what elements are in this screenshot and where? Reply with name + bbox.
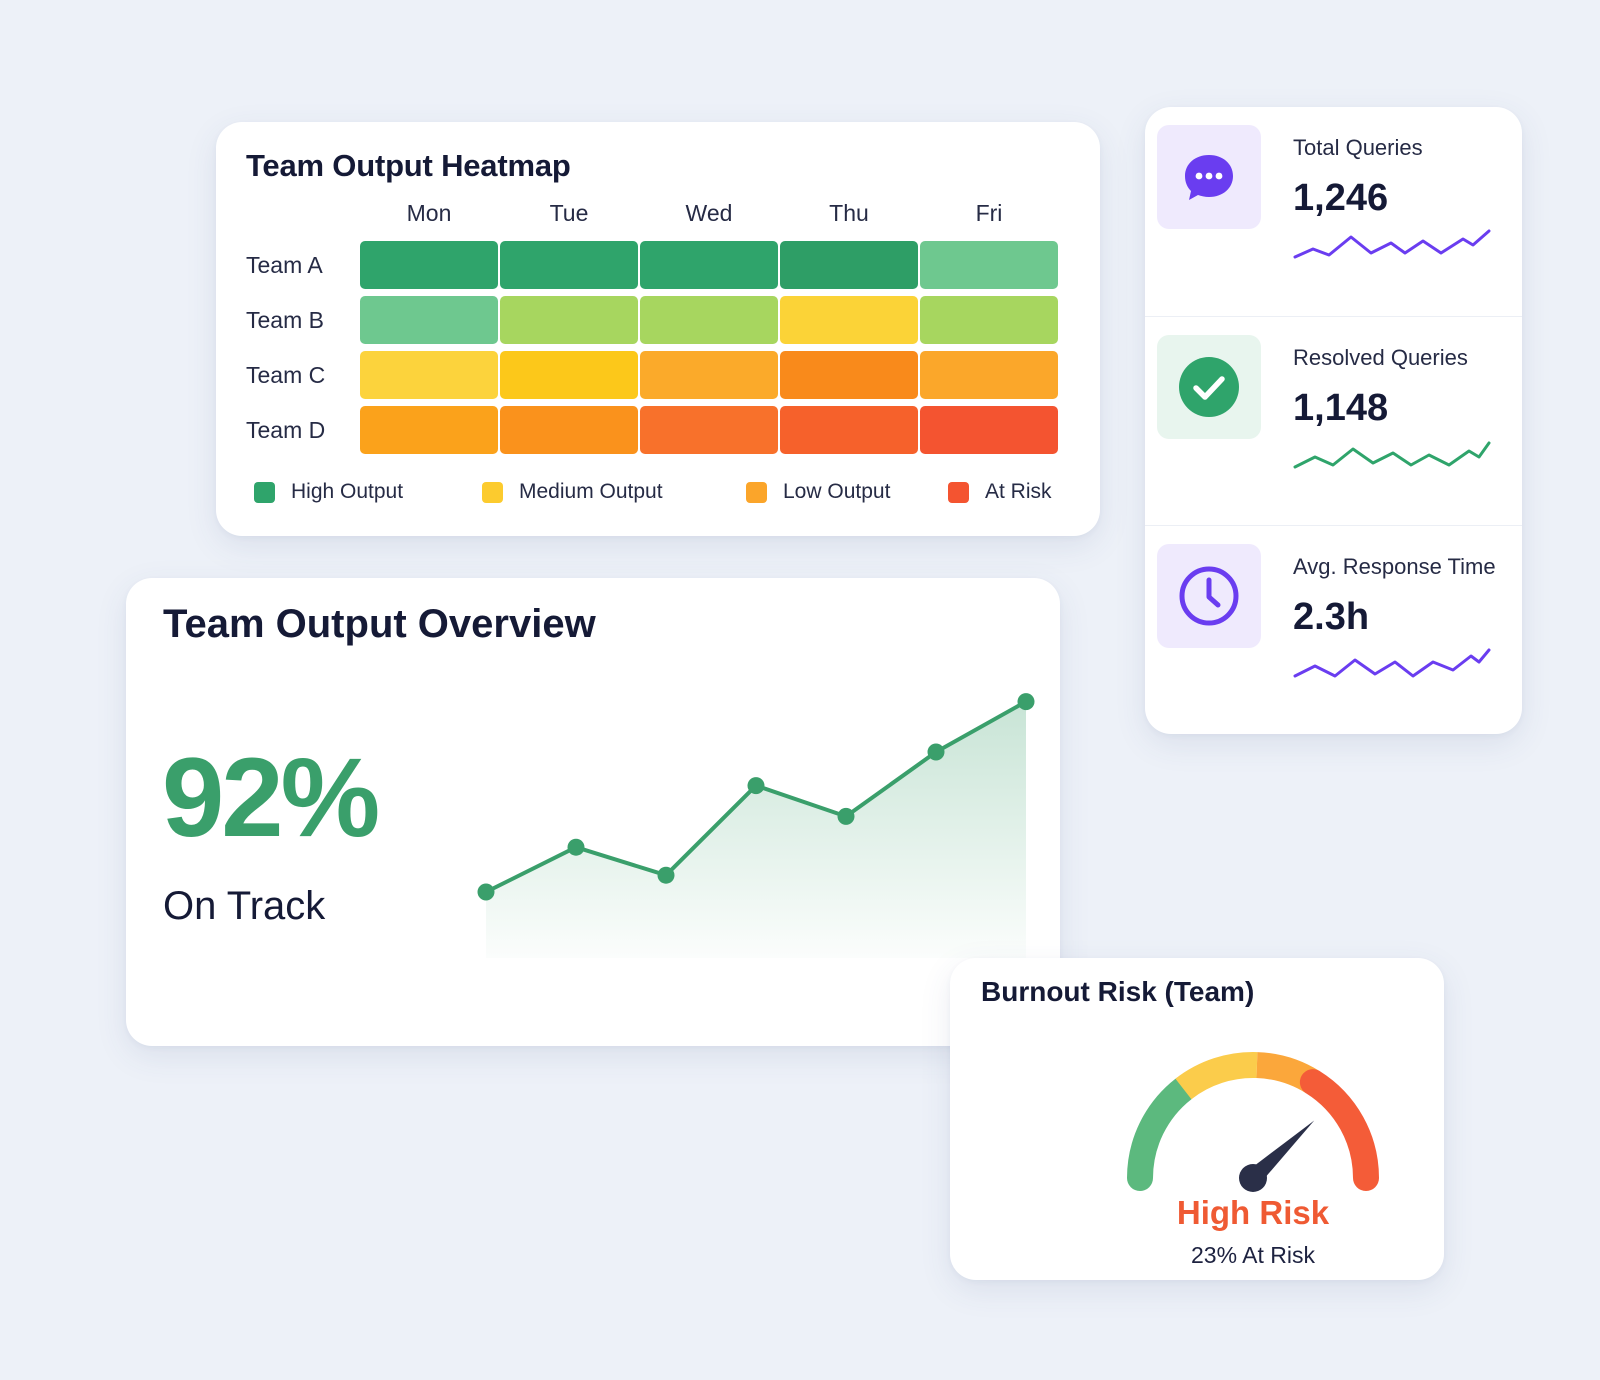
heatmap-card: Team Output Heatmap Mon Tue Wed Thu Fri Team … [216,122,1100,536]
burnout-gauge [1127,1052,1379,1192]
legend-item: High Output [254,480,403,504]
chat-bubble-icon [1185,155,1233,200]
legend-label: High Output [291,480,404,503]
overview-percent: 92% [162,735,380,860]
sparkline [1293,648,1491,678]
stat-label: Resolved Queries [1293,345,1468,370]
legend-swatch [948,481,969,503]
heatmap-cell[interactable] [500,241,638,289]
burnout-risk-label: High Risk [1176,1194,1330,1231]
legend-label: Medium Output [519,480,663,503]
heatmap-cell[interactable] [360,296,498,344]
heatmap-day-label: Mon [406,200,452,226]
area-fill [486,701,1026,958]
gauge-segment [1175,1052,1258,1100]
stat-icon-box [1157,544,1261,648]
sparkline [1293,441,1491,469]
heatmap-cell[interactable] [360,241,498,289]
heatmap-day-label: Fri [975,200,1003,226]
heatmap-day-label: Thu [829,200,869,226]
heatmap-team-label: Team D [246,417,326,443]
legend-label: At Risk [985,480,1052,503]
gauge-hub [1239,1164,1267,1192]
stat-resolved-queries[interactable]: Resolved Queries 1,148 [1145,316,1522,525]
heatmap-cell[interactable] [640,351,778,399]
legend-item: Low Output [746,480,890,504]
heatmap-team-label: Team C [246,362,326,388]
heatmap-team-label: Team A [246,252,323,278]
heatmap-cell[interactable] [500,406,638,454]
heatmap-cell[interactable] [640,241,778,289]
legend-item: At Risk [948,480,1052,504]
data-point[interactable] [837,807,855,825]
heatmap-team-label: Team B [246,307,324,333]
data-point[interactable] [657,866,675,884]
burnout-card: Burnout Risk (Team) High Risk 23% At Ris… [950,958,1444,1280]
heatmap-day-label: Wed [685,200,733,226]
heatmap-title: Team Output Heatmap [246,148,571,183]
heatmap-cell[interactable] [640,406,778,454]
stat-total-queries[interactable]: Total Queries 1,246 [1145,107,1522,316]
heatmap-cell[interactable] [780,241,918,289]
stat-avg-response-time[interactable]: Avg. Response Time 2.3h [1145,525,1522,734]
heatmap-cell[interactable] [920,406,1058,454]
burnout-title: Burnout Risk (Team) [981,976,1255,1007]
heatmap-cell[interactable] [500,351,638,399]
legend-swatch [746,481,767,503]
data-point[interactable] [747,777,765,795]
heatmap-day-label: Tue [549,200,589,226]
stat-value: 1,148 [1293,387,1389,429]
gauge-segment [1299,1069,1379,1191]
heatmap-cell[interactable] [640,296,778,344]
stat-icon-box [1157,125,1261,229]
gauge-needle [1246,1120,1315,1185]
data-point[interactable] [477,883,495,901]
legend-swatch [254,481,275,503]
heatmap-cell[interactable] [780,406,918,454]
overview-title: Team Output Overview [163,602,596,646]
heatmap-cell[interactable] [360,351,498,399]
data-point[interactable] [927,743,945,761]
check-circle-icon [1179,357,1239,417]
heatmap-cell[interactable] [780,296,918,344]
stat-value: 1,246 [1293,177,1389,219]
stat-value: 2.3h [1293,596,1370,638]
heatmap-cell[interactable] [920,351,1058,399]
heatmap-cell[interactable] [920,241,1058,289]
stat-label: Total Queries [1293,135,1423,160]
stat-icon-box [1157,335,1261,439]
overview-card: Team Output Overview 92% On Track [126,578,1060,1046]
legend-swatch [482,481,503,503]
data-point[interactable] [1017,693,1035,711]
overview-status: On Track [163,884,326,928]
heatmap-cell[interactable] [780,351,918,399]
clock-icon [1179,566,1239,626]
heatmap-cell[interactable] [920,296,1058,344]
gauge-segment [1127,1075,1197,1191]
sparkline [1293,229,1491,259]
overview-area-chart [477,693,1035,958]
data-point[interactable] [567,838,585,856]
legend-item: Medium Output [482,480,663,504]
stats-card: Total Queries 1,246 Resolved Queries 1,1… [1145,107,1522,734]
stat-label: Avg. Response Time [1293,554,1496,579]
heatmap-cell[interactable] [360,406,498,454]
heatmap-cell[interactable] [500,296,638,344]
burnout-risk-detail: 23% At Risk [1191,1242,1315,1268]
legend-label: Low Output [783,480,891,503]
